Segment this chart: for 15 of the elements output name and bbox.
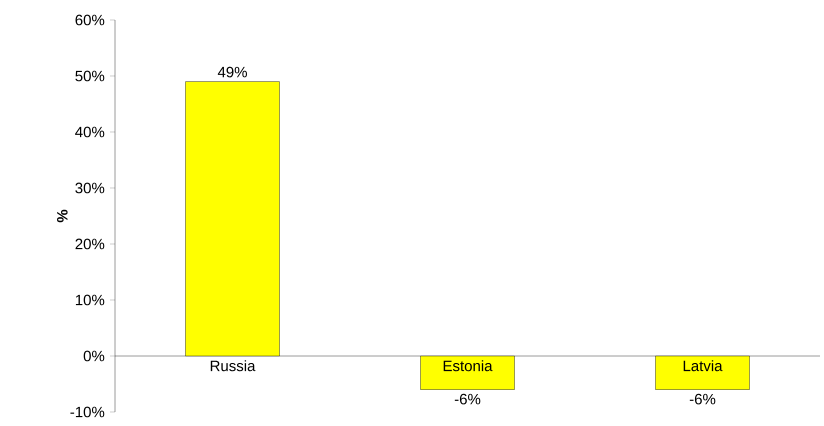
y-tick-label: 10%: [76, 294, 104, 306]
y-tick-label: 50%: [75, 70, 104, 82]
y-tick-label: -10%: [70, 406, 104, 418]
y-tick-label: 0%: [84, 350, 104, 362]
x-tick-label: Estonia: [444, 360, 493, 372]
data-label: -6%: [454, 394, 480, 404]
data-label: 49%: [218, 66, 247, 78]
y-axis-title: %: [57, 210, 68, 222]
x-tick-label: Russia: [210, 360, 256, 372]
y-tick-label: 20%: [76, 238, 104, 250]
y-tick-label: 60%: [76, 14, 104, 26]
y-tick-label: 40%: [75, 126, 104, 138]
y-tick-label: 30%: [75, 182, 104, 194]
data-label: -6%: [690, 394, 716, 404]
x-tick-label: Latvia: [684, 360, 723, 372]
